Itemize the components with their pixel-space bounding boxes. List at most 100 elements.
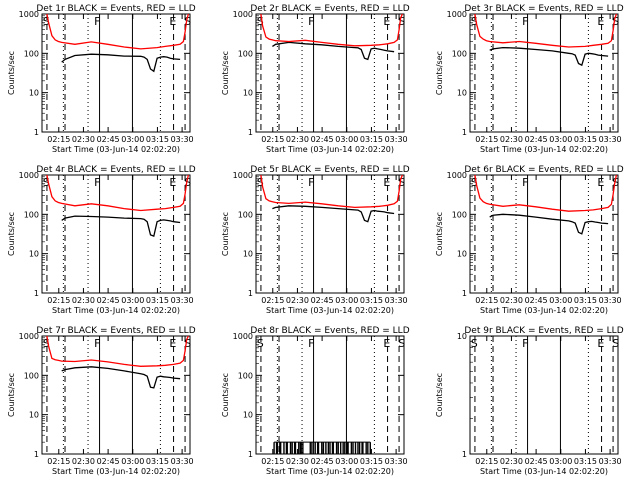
x-tick-label: 02:30 — [286, 296, 309, 305]
event-count-bar — [361, 442, 363, 454]
events-series-line — [272, 41, 395, 61]
event-count-bar — [293, 442, 296, 454]
y-tick-label: 1000 — [19, 171, 39, 180]
event-count-bar — [369, 442, 371, 454]
x-tick-label: 02:30 — [500, 296, 523, 305]
y-tick-label: 10 — [457, 332, 467, 341]
phase-marker-label: S — [471, 15, 478, 28]
events-series-line — [489, 46, 609, 67]
phase-marker-label: S — [471, 176, 478, 189]
plot-frame — [255, 13, 405, 133]
y-tick-label: 100 — [24, 210, 39, 219]
event-count-bar — [342, 442, 344, 454]
x-tick-label: 02:45 — [311, 457, 334, 466]
x-tick-label: 02:15 — [261, 457, 284, 466]
x-tick-label: 02:30 — [72, 296, 95, 305]
y-tick-label: 10 — [243, 250, 253, 259]
x-tick-label: 02:30 — [72, 457, 95, 466]
panel-title: Det 6r BLACK = Events, RED = LLD — [464, 165, 623, 175]
x-tick-label: 02:45 — [97, 457, 120, 466]
phase-marker-label: S — [184, 337, 191, 350]
event-count-bar — [276, 442, 279, 454]
y-tick-label: 1000 — [19, 10, 39, 19]
event-count-bar — [354, 442, 357, 454]
events-series-line — [61, 366, 181, 389]
y-tick-label: 100 — [238, 49, 253, 58]
x-tick-label: 03:15 — [146, 296, 169, 305]
x-tick-label: 03:30 — [385, 135, 408, 144]
y-axis-label: Counts/sec — [7, 51, 16, 95]
event-count-bar — [337, 442, 339, 454]
y-tick-label: 10 — [457, 250, 467, 259]
y-tick-label: 10 — [29, 411, 39, 420]
event-count-bar — [346, 442, 348, 454]
x-tick-label: 02:45 — [525, 135, 548, 144]
x-tick-label: 02:45 — [97, 296, 120, 305]
event-count-bar — [331, 442, 334, 454]
phase-marker-label: F — [308, 337, 314, 350]
x-axis-label: Start Time (03-Jun-14 02:02:20) — [52, 306, 180, 315]
x-axis-label: Start Time (03-Jun-14 02:02:20) — [52, 467, 180, 476]
phase-marker-label: E — [383, 15, 390, 28]
x-tick-label: 02:15 — [261, 296, 284, 305]
x-tick-label: 03:15 — [574, 296, 597, 305]
event-count-bar — [332, 442, 334, 454]
x-tick-label: 03:00 — [335, 296, 358, 305]
y-tick-label: 1 — [34, 450, 39, 459]
phase-marker-label: S — [612, 15, 619, 28]
y-axis-label: Counts/sec — [221, 212, 230, 256]
y-tick-label: 1 — [248, 128, 253, 137]
panel-title: Det 7r BLACK = Events, RED = LLD — [36, 326, 195, 336]
y-axis-label: Counts/sec — [435, 51, 444, 95]
panel-det-5: Det 5r BLACK = Events, RED = LLD 1 10 100 10… — [221, 165, 410, 315]
phase-marker-label: S — [43, 15, 50, 28]
phase-marker-label: F — [308, 176, 314, 189]
lld-series-line — [260, 174, 404, 209]
phase-marker-label: E — [597, 337, 604, 350]
event-count-bar — [357, 442, 359, 454]
y-tick-label: 100 — [238, 371, 253, 380]
event-count-bar — [321, 442, 323, 454]
event-count-bar — [327, 442, 330, 454]
plot-frame — [255, 174, 405, 294]
x-tick-label: 02:30 — [72, 135, 95, 144]
x-tick-label: 02:30 — [286, 457, 309, 466]
event-count-bar — [335, 442, 338, 454]
y-tick-label: 1 — [34, 289, 39, 298]
x-tick-label: 03:00 — [121, 296, 144, 305]
lld-series-line — [474, 13, 618, 48]
event-count-bar — [298, 442, 300, 454]
y-tick-label: 1000 — [233, 171, 253, 180]
y-axis-label: Counts/sec — [435, 212, 444, 256]
event-count-bar — [289, 442, 292, 454]
event-count-bar — [358, 442, 361, 454]
event-count-bar — [365, 442, 367, 454]
x-tick-label: 03:15 — [360, 457, 383, 466]
x-tick-label: 02:15 — [261, 135, 284, 144]
x-tick-label: 03:00 — [335, 135, 358, 144]
y-tick-label: 1000 — [233, 10, 253, 19]
event-count-bar — [352, 442, 354, 454]
phase-marker-label: S — [257, 176, 264, 189]
phase-marker-label: S — [612, 176, 619, 189]
phase-marker-label: E — [169, 176, 176, 189]
lld-series-line — [474, 174, 618, 212]
plot-frame — [469, 13, 619, 133]
x-tick-label: 03:15 — [574, 135, 597, 144]
phase-marker-label: E — [597, 176, 604, 189]
event-count-bar — [273, 442, 275, 454]
event-count-bar — [291, 442, 293, 454]
phase-marker-label: S — [612, 337, 619, 350]
x-tick-label: 03:00 — [121, 135, 144, 144]
y-tick-label: 1 — [462, 128, 467, 137]
event-count-bar — [279, 442, 282, 454]
x-tick-label: 02:30 — [500, 135, 523, 144]
phase-marker-label: S — [398, 15, 405, 28]
panel-det-2: Det 2r BLACK = Events, RED = LLD 1 10 100 10… — [221, 4, 410, 154]
y-tick-label: 1000 — [233, 332, 253, 341]
x-tick-label: 03:15 — [146, 135, 169, 144]
panel-det-3: Det 3r BLACK = Events, RED = LLD 1 10 100 10… — [435, 4, 624, 154]
lld-series-line — [46, 174, 190, 212]
phase-marker-label: S — [257, 15, 264, 28]
